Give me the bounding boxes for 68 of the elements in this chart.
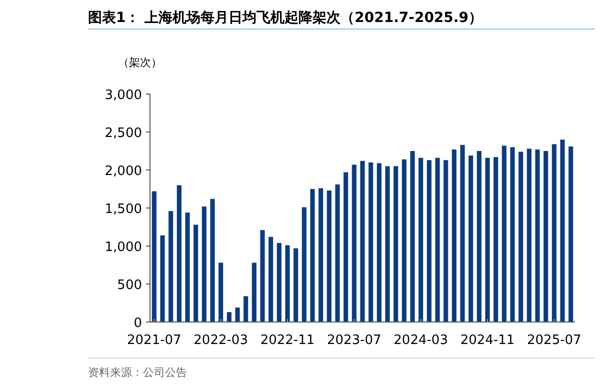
bar xyxy=(235,308,240,322)
bar xyxy=(368,162,374,322)
chart-title: 图表1： 上海机场每月日均飞机起降架次（2021.7-2025.9） xyxy=(88,10,482,26)
y-tick-label: 3,000 xyxy=(104,88,142,103)
bar xyxy=(494,157,498,322)
bar xyxy=(544,151,548,322)
bar xyxy=(194,224,198,322)
bar xyxy=(360,160,365,322)
bar xyxy=(444,160,448,322)
bar xyxy=(176,185,182,322)
x-tick-label: 2021-07 xyxy=(127,333,182,348)
bar xyxy=(402,159,406,322)
y-tick-label: 2,500 xyxy=(104,126,142,141)
bar xyxy=(568,146,574,322)
bar xyxy=(376,163,382,322)
bar xyxy=(394,166,398,322)
bar xyxy=(202,206,206,322)
bar xyxy=(160,235,165,322)
bar xyxy=(526,148,532,322)
y-tick-label: 500 xyxy=(117,278,142,293)
bar xyxy=(168,211,174,322)
bar xyxy=(335,184,340,322)
bar xyxy=(418,158,424,322)
bar xyxy=(510,147,515,322)
bar xyxy=(185,212,190,322)
bar xyxy=(426,160,432,322)
bar xyxy=(502,146,506,322)
bar xyxy=(326,190,332,322)
y-tick-label: 0 xyxy=(134,316,142,331)
bar xyxy=(560,140,565,322)
bar xyxy=(210,198,215,322)
x-tick-label: 2024-03 xyxy=(394,333,448,348)
bar xyxy=(535,149,540,322)
bar xyxy=(244,296,248,322)
bar xyxy=(260,230,265,322)
x-tick-label: 2024-11 xyxy=(460,333,515,348)
bar xyxy=(552,144,556,322)
bar xyxy=(302,207,306,322)
y-tick-label: 1,000 xyxy=(104,240,142,255)
bar xyxy=(268,236,274,322)
bar xyxy=(435,158,440,322)
bar xyxy=(252,262,256,322)
bar xyxy=(468,156,474,322)
x-tick-label: 2023-07 xyxy=(327,333,382,348)
bar xyxy=(294,248,298,322)
y-tick-label: 2,000 xyxy=(104,164,142,179)
x-tick-label: 2022-11 xyxy=(260,333,315,348)
bar xyxy=(460,144,465,322)
bar xyxy=(410,151,415,322)
x-tick-label: 2022-03 xyxy=(194,333,248,348)
bar xyxy=(352,164,356,322)
bar xyxy=(476,151,482,322)
bar xyxy=(385,166,390,322)
bar xyxy=(318,188,324,322)
y-tick-label: 1,500 xyxy=(104,202,142,217)
bar xyxy=(276,242,282,322)
bar xyxy=(452,149,456,322)
bar xyxy=(218,262,224,322)
bar xyxy=(518,152,524,322)
bar xyxy=(310,189,315,322)
text: 资料来源：公司公告 xyxy=(88,366,187,379)
y-axis-title: （架次） xyxy=(118,56,162,69)
bar xyxy=(285,245,290,322)
bar xyxy=(226,312,232,322)
x-tick-label: 2025-07 xyxy=(527,333,582,348)
bar xyxy=(344,172,348,322)
bar xyxy=(485,158,490,322)
bar xyxy=(152,191,156,322)
